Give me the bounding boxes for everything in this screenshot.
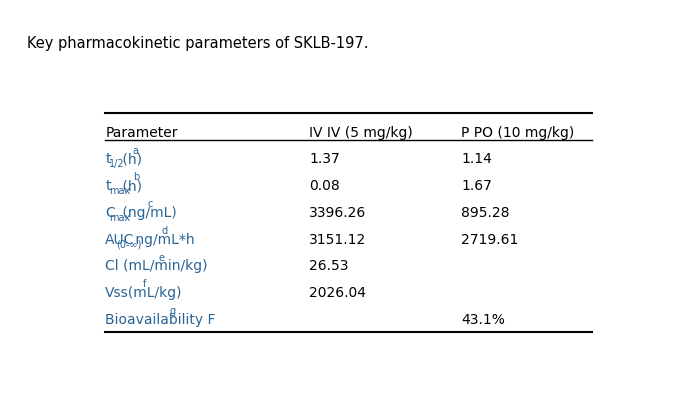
Text: e: e bbox=[158, 253, 164, 263]
Text: 0.08: 0.08 bbox=[309, 179, 340, 193]
Text: 1.14: 1.14 bbox=[461, 152, 492, 166]
Text: 3396.26: 3396.26 bbox=[309, 206, 367, 220]
Text: ng/mL*h: ng/mL*h bbox=[131, 233, 194, 246]
Text: 1.37: 1.37 bbox=[309, 152, 340, 166]
Text: 2026.04: 2026.04 bbox=[309, 286, 367, 300]
Text: Key pharmacokinetic parameters of SKLB-197.: Key pharmacokinetic parameters of SKLB-1… bbox=[27, 36, 369, 51]
Text: 3151.12: 3151.12 bbox=[309, 233, 367, 246]
Text: 2719.61: 2719.61 bbox=[461, 233, 518, 246]
Text: P PO (10 mg/kg): P PO (10 mg/kg) bbox=[461, 126, 574, 141]
Text: (h): (h) bbox=[117, 179, 142, 193]
Text: d: d bbox=[161, 226, 167, 236]
Text: 1/2: 1/2 bbox=[109, 159, 125, 169]
Text: 895.28: 895.28 bbox=[461, 206, 510, 220]
Text: b: b bbox=[133, 172, 139, 182]
Text: 1.67: 1.67 bbox=[461, 179, 492, 193]
Text: AUC: AUC bbox=[105, 233, 135, 246]
Text: max: max bbox=[109, 213, 130, 222]
Text: (0-∞): (0-∞) bbox=[117, 239, 142, 249]
Text: t: t bbox=[105, 152, 111, 166]
Text: 43.1%: 43.1% bbox=[461, 313, 505, 327]
Text: c: c bbox=[148, 199, 153, 209]
Text: max: max bbox=[109, 186, 130, 196]
Text: Parameter: Parameter bbox=[105, 126, 178, 141]
Text: t: t bbox=[105, 179, 111, 193]
Text: IV IV (5 mg/kg): IV IV (5 mg/kg) bbox=[309, 126, 413, 141]
Text: g: g bbox=[169, 306, 176, 316]
Text: a: a bbox=[133, 146, 139, 156]
Text: Vss(mL/kg): Vss(mL/kg) bbox=[105, 286, 183, 300]
Text: 26.53: 26.53 bbox=[309, 260, 349, 273]
Text: (ng/mL): (ng/mL) bbox=[117, 206, 176, 220]
Text: Bioavailability F: Bioavailability F bbox=[105, 313, 216, 327]
Text: Cl (mL/min/kg): Cl (mL/min/kg) bbox=[105, 260, 208, 273]
Text: (h): (h) bbox=[117, 152, 142, 166]
Text: f: f bbox=[143, 280, 146, 290]
Text: C: C bbox=[105, 206, 115, 220]
